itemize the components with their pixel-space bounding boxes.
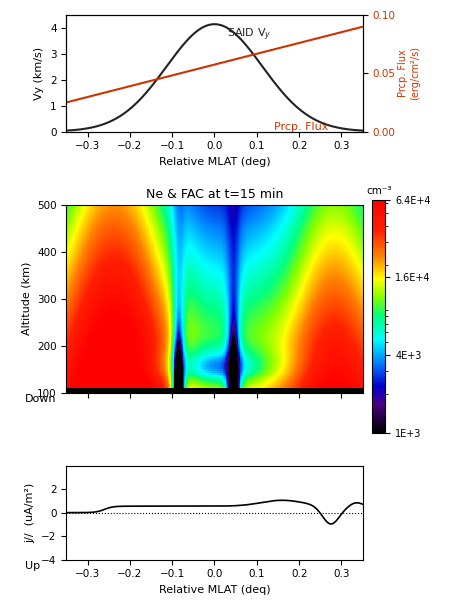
Text: SAID V$_y$: SAID V$_y$ (227, 27, 272, 43)
Y-axis label: j//  (uA/m²): j// (uA/m²) (26, 483, 36, 543)
Y-axis label: Prcp. Flux
(erg/cm²/s): Prcp. Flux (erg/cm²/s) (398, 47, 419, 100)
X-axis label: Relative MLAT (deq): Relative MLAT (deq) (159, 585, 270, 595)
Y-axis label: Altitude (km): Altitude (km) (21, 262, 31, 335)
Text: Down: Down (25, 394, 56, 405)
Title: cm⁻³: cm⁻³ (366, 186, 392, 196)
Title: Ne & FAC at t=15 min: Ne & FAC at t=15 min (146, 188, 283, 201)
X-axis label: Relative MLAT (deg): Relative MLAT (deg) (159, 157, 270, 167)
Text: Prcp. Flux: Prcp. Flux (274, 122, 328, 132)
Y-axis label: Vy (km/s): Vy (km/s) (35, 47, 45, 100)
Text: Up: Up (25, 561, 40, 571)
